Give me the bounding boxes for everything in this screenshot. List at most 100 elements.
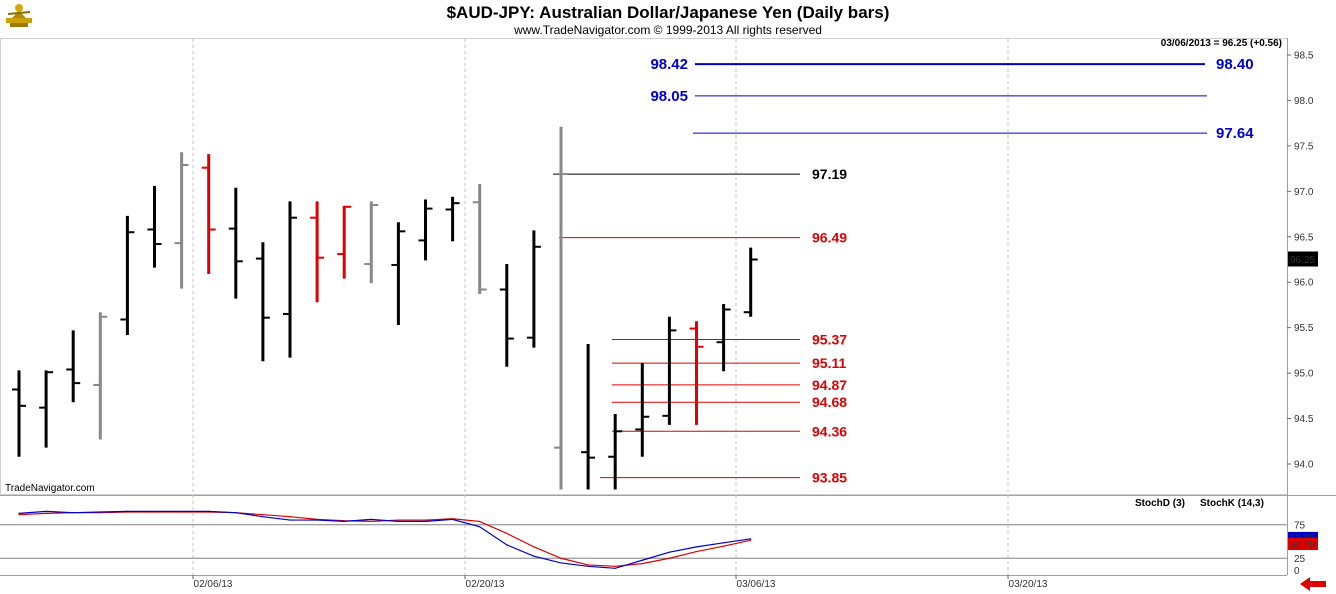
stochd-value-label: 52.20	[1290, 540, 1315, 551]
stoch-point	[614, 567, 616, 569]
ohlc-bar	[499, 264, 514, 367]
stoch-point	[18, 514, 20, 516]
ohlc-bar	[310, 201, 325, 303]
stoch-point	[153, 510, 156, 512]
ohlc-bar	[337, 205, 352, 279]
stoch-point	[72, 512, 74, 514]
stoch-point	[262, 516, 264, 518]
stoch-point	[750, 538, 752, 540]
price-tick-label: 95.5	[1294, 323, 1314, 334]
ohlc-bar	[689, 321, 704, 425]
stoch-point	[397, 520, 399, 523]
ohlc-bar	[120, 215, 135, 335]
stochastic-gridlines	[0, 524, 1287, 559]
stoch-point	[533, 546, 535, 548]
ohlc-bar	[526, 230, 541, 348]
red-left-arrow-icon[interactable]	[1300, 577, 1326, 591]
price-tick-label: 94.5	[1294, 414, 1314, 425]
stoch-point	[316, 519, 318, 521]
ohlc-bar	[418, 199, 433, 261]
ohlc-bar	[283, 201, 297, 358]
level-label: 94.87	[812, 377, 847, 393]
ohlc-bar	[39, 370, 54, 448]
ohlc-bar	[147, 185, 162, 268]
ohlc-bar	[93, 312, 108, 440]
level-label: 98.42	[650, 56, 688, 73]
price-tick-label: 96.5	[1294, 232, 1314, 243]
level-label: 96.49	[812, 230, 847, 246]
stoch-point	[424, 519, 427, 521]
ohlc-bar	[364, 201, 379, 284]
ohlc-bar	[581, 344, 596, 490]
last-price-box	[1288, 251, 1318, 267]
ohlc-bar	[716, 304, 731, 372]
time-tick-label: 02/06/13	[194, 579, 233, 590]
price-tick-label: 94.0	[1294, 460, 1314, 471]
last-price-marker: 96.25	[1288, 251, 1318, 267]
stoch-point	[208, 510, 210, 512]
ohlc-bar	[445, 196, 460, 242]
stochastic-lines	[18, 510, 752, 569]
ohlc-bar	[662, 316, 677, 425]
stoch-point	[641, 559, 643, 561]
last-value-readout: 03/06/2013 = 96.25 (+0.56)	[1161, 38, 1282, 49]
stoch-point	[126, 510, 128, 512]
stoch-point	[452, 518, 454, 520]
ohlc-bar	[743, 247, 758, 317]
stoch-point	[45, 510, 47, 512]
legend-stochd: StochD (3)	[1135, 498, 1185, 509]
stoch-point	[45, 512, 47, 514]
stoch-point	[479, 520, 481, 523]
stoch-point	[424, 520, 427, 523]
stoch-point	[181, 510, 183, 512]
price-tick-label: 98.0	[1294, 96, 1314, 107]
level-label: 97.64	[1216, 125, 1254, 142]
stoch-point	[695, 550, 698, 553]
stoch-point	[587, 565, 589, 567]
stoch-point	[668, 557, 671, 559]
time-tick-label: 03/20/13	[1009, 579, 1048, 590]
price-tick-label: 97.5	[1294, 141, 1314, 152]
level-label: 95.37	[812, 331, 847, 347]
level-label: 95.11	[812, 355, 846, 371]
ohlc-bar	[228, 187, 243, 299]
price-tick-label: 98.5	[1294, 51, 1314, 62]
ohlc-bar	[472, 184, 487, 295]
ohlc-bar	[255, 242, 270, 362]
stoch-point	[506, 532, 508, 535]
stoch-point	[235, 512, 237, 514]
stoch-tick-label: 25	[1294, 554, 1306, 565]
last-price-label: 96.25	[1290, 255, 1315, 266]
stoch-point	[479, 526, 481, 528]
stoch-point	[18, 512, 20, 514]
ohlc-bar	[201, 154, 216, 275]
stoch-point	[289, 519, 291, 521]
level-label-right: 98.40	[1216, 56, 1254, 73]
stoch-point	[560, 557, 562, 559]
stoch-point	[695, 546, 698, 548]
stoch-point	[533, 555, 535, 557]
time-tick-label: 02/20/13	[466, 579, 505, 590]
price-tick-label: 95.0	[1294, 369, 1314, 380]
price-axis: 98.5 98.0 97.5 97.0 96.5 96.0 95.5 95.0 94.5 94.0	[1287, 51, 1314, 471]
level-label: 94.68	[812, 394, 847, 410]
ohlc-bar	[66, 330, 81, 403]
stoch-tick-label: 0	[1294, 566, 1300, 577]
stoch-point	[641, 563, 643, 565]
ohlc-bar	[12, 370, 26, 457]
stoch-point	[668, 551, 671, 553]
level-label: 94.36	[812, 423, 847, 439]
stoch-point	[99, 511, 101, 513]
chart-title: $AUD-JPY: Australian Dollar/Japanese Yen…	[447, 3, 890, 22]
price-tick-label: 97.0	[1294, 187, 1314, 198]
price-pane-frame	[0, 38, 1288, 495]
stoch-point	[506, 544, 508, 546]
ohlc-bars	[12, 126, 758, 490]
stoch-point	[750, 539, 752, 541]
stoch-point	[587, 564, 589, 566]
support-resistance-levels: 98.42 98.40 98.05 97.64 97.19 96.49 95.37 95.11…	[553, 56, 1254, 486]
stochd-value-box	[1288, 538, 1318, 551]
stoch-point	[370, 518, 372, 520]
copyright-text: www.TradeNavigator.com © 1999-2013 All r…	[513, 23, 822, 37]
